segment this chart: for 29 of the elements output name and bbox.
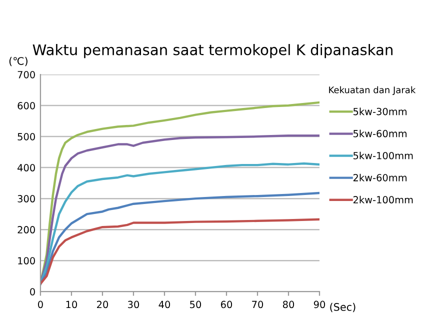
x-tick-label: 60	[220, 300, 232, 308]
legend-label: 2kw-60mm	[353, 174, 407, 182]
legend-label: 5kw-30mm	[354, 108, 407, 116]
y-axis-title: (℃)	[9, 56, 28, 66]
x-tick-label: 0	[38, 300, 43, 308]
x-tick-label: 20	[97, 300, 108, 308]
legend-label: 2kw-100mm	[353, 196, 413, 204]
y-tick-label: 200	[18, 226, 35, 234]
x-tick-label: 30	[128, 300, 140, 308]
y-tick-label: 300	[18, 195, 35, 202]
legend-title: Kekuatan dan Jarak	[329, 86, 416, 95]
x-tick-label: 40	[158, 300, 170, 308]
chart-title: Waktu pemanasan saat termokopel K dipanaskan	[32, 44, 392, 58]
y-tick-label: 0	[30, 288, 35, 296]
legend-label: 5kw-60mm	[354, 130, 407, 138]
y-tick-label: 600	[18, 102, 35, 110]
x-axis-title: (Sec)	[330, 302, 356, 312]
x-tick-label: 70	[252, 300, 264, 308]
x-tick-label: 80	[282, 300, 294, 308]
line-series	[40, 218, 320, 285]
y-tick-label: 700	[18, 71, 35, 78]
y-tick-label: 100	[18, 257, 35, 264]
legend-label: 5kw-100mm	[354, 152, 413, 160]
x-tick-label: 90	[314, 300, 326, 308]
y-tick-label: 500	[18, 133, 35, 140]
line-series	[40, 162, 320, 285]
y-tick-label: 400	[18, 164, 35, 172]
x-tick-label: 50	[190, 300, 202, 308]
x-tick-label: 10	[66, 300, 78, 308]
